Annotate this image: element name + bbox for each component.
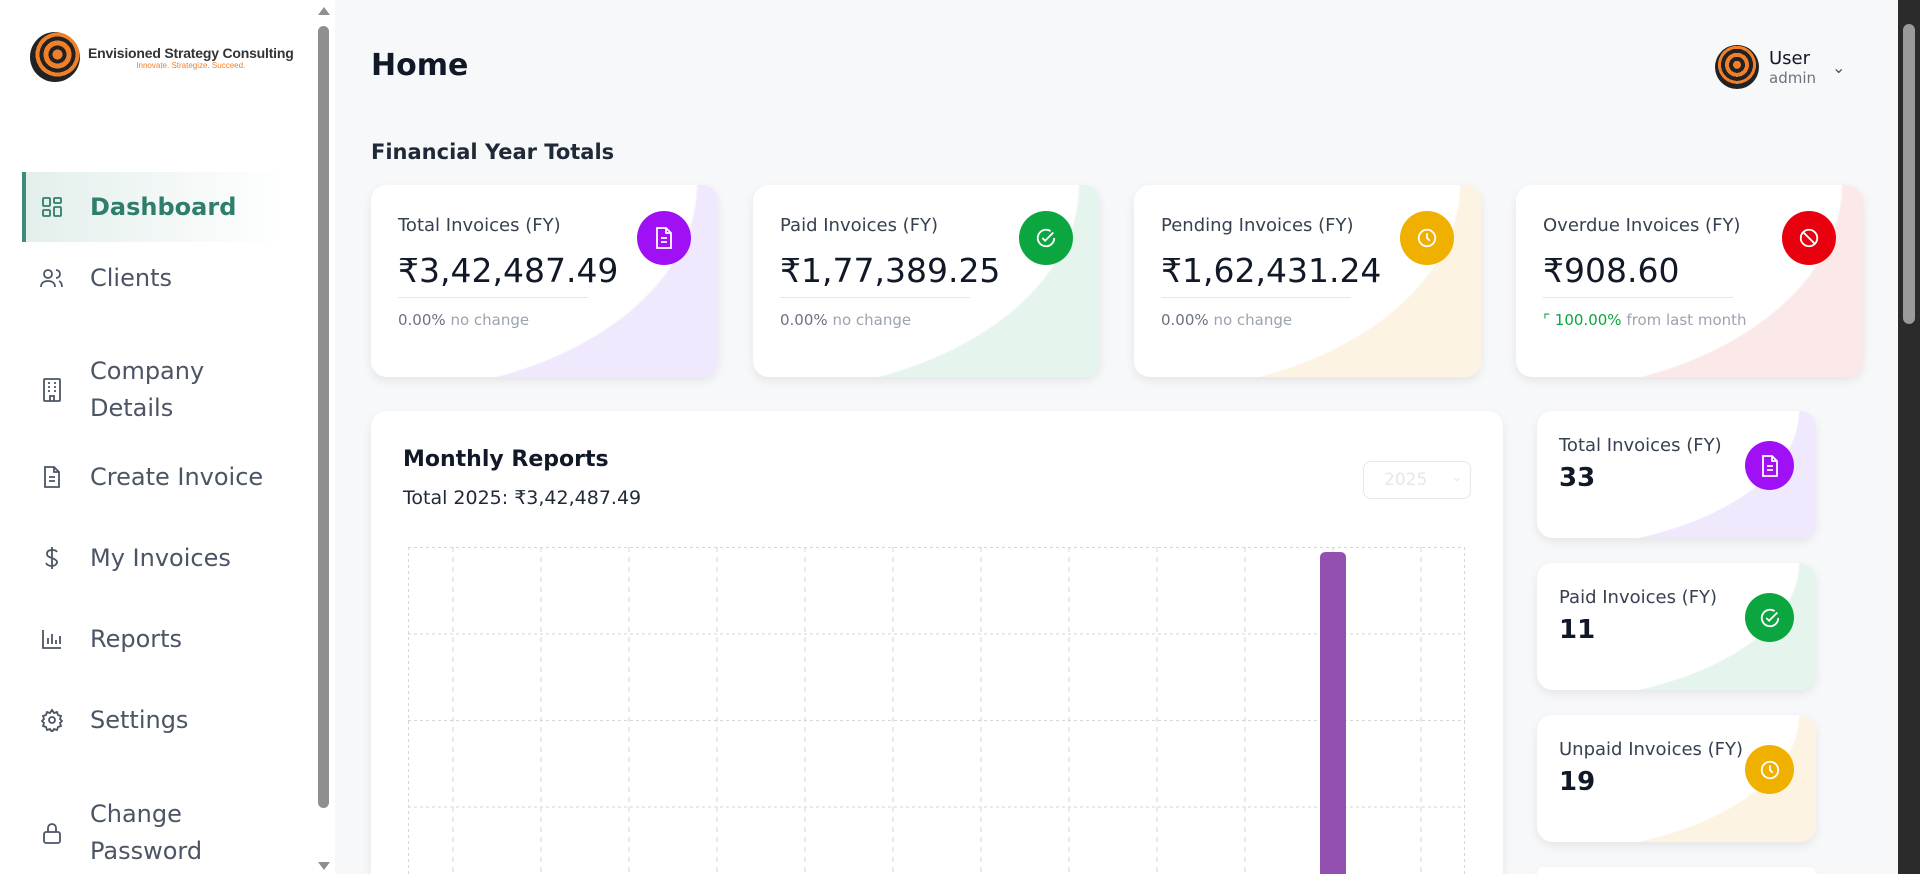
card-change: 0.00% no change xyxy=(398,311,529,329)
sidebar-item-clients[interactable]: Clients xyxy=(22,253,284,303)
sidebar-item-label: Company Details xyxy=(90,357,205,422)
scrollbar-thumb[interactable] xyxy=(1903,24,1915,324)
bar-chart-icon xyxy=(38,625,66,653)
scroll-up-arrow-icon[interactable] xyxy=(318,7,330,15)
sidebar-item-label: My Invoices xyxy=(90,544,231,572)
user-menu[interactable]: User admin ⌄ xyxy=(1715,45,1845,89)
report-title: Monthly Reports xyxy=(403,447,609,472)
year-select-value: 2025 xyxy=(1384,470,1428,490)
scroll-down-arrow-icon[interactable] xyxy=(318,862,330,870)
document-icon xyxy=(38,463,66,491)
logo-mark-icon xyxy=(30,32,80,82)
fy-card[interactable]: Pending Invoices (FY) ₹1,62,431.24 0.00% n… xyxy=(1134,185,1481,377)
ban-icon xyxy=(1782,211,1836,265)
card-label: Overdue Invoices (FY) xyxy=(1543,215,1741,236)
sidebar-item-create-invoice[interactable]: Create Invoice xyxy=(22,452,284,502)
dashboard-grid-icon xyxy=(38,193,66,221)
card-label: Paid Invoices (FY) xyxy=(1559,587,1718,608)
bar-nov xyxy=(1320,552,1346,874)
lock-icon xyxy=(38,819,66,847)
stat-card xyxy=(1537,867,1816,874)
divider xyxy=(1543,297,1733,298)
chevron-down-icon[interactable]: ⌄ xyxy=(1832,57,1846,77)
card-value: 19 xyxy=(1559,767,1596,797)
sidebar-item-reports[interactable]: Reports xyxy=(22,614,284,664)
fy-card[interactable]: Total Invoices (FY) ₹3,42,487.49 0.00% no … xyxy=(371,185,718,377)
change-text: no change xyxy=(450,311,530,329)
change-percent: 0.00% xyxy=(780,311,828,329)
section-title: Financial Year Totals xyxy=(371,140,615,164)
user-role: admin xyxy=(1769,68,1816,87)
avatar xyxy=(1715,45,1759,89)
stat-card[interactable]: Total Invoices (FY) 33 xyxy=(1537,411,1816,538)
sidebar-item-label: Dashboard xyxy=(90,193,237,221)
brand-tagline: Innovate. Strategize. Succeed. xyxy=(136,60,246,70)
brand-name: Envisioned Strategy Consulting xyxy=(88,44,294,61)
sidebar-item-label: Reports xyxy=(90,625,183,653)
chevron-down-icon: ⌄ xyxy=(1451,470,1462,485)
card-change: ⌜ 100.00% from last month xyxy=(1543,311,1747,329)
card-value: ₹3,42,487.49 xyxy=(398,251,619,290)
clock-icon xyxy=(1400,211,1454,265)
divider xyxy=(398,297,588,298)
card-value: ₹908.60 xyxy=(1543,251,1680,290)
sidebar-item-change-password[interactable]: Change Password xyxy=(22,795,284,871)
sidebar-item-label: Settings xyxy=(90,706,189,734)
monthly-reports-card: Monthly Reports Total 2025: ₹3,42,487.49… xyxy=(371,411,1503,874)
sidebar-item-my-invoices[interactable]: My Invoices xyxy=(22,533,284,583)
main-content: Home User admin ⌄ Financial Year Totals … xyxy=(335,0,1898,874)
stat-card[interactable]: Paid Invoices (FY) 11 xyxy=(1537,563,1816,690)
sidebar-scrollbar[interactable] xyxy=(313,0,335,874)
check-circle-icon xyxy=(1019,211,1073,265)
page-title: Home xyxy=(371,48,469,83)
card-label: Total Invoices (FY) xyxy=(398,215,561,236)
divider xyxy=(1161,297,1351,298)
sidebar-item-label: Clients xyxy=(90,264,172,292)
company-logo[interactable]: Envisioned Strategy Consulting Innovate.… xyxy=(30,32,294,82)
monthly-bar-chart xyxy=(408,547,1465,874)
dollar-icon xyxy=(38,544,66,572)
card-label: Paid Invoices (FY) xyxy=(780,215,939,236)
fy-card[interactable]: Paid Invoices (FY) ₹1,77,389.25 0.00% no c… xyxy=(753,185,1100,377)
sidebar-item-settings[interactable]: Settings xyxy=(22,695,284,745)
card-label: Unpaid Invoices (FY) xyxy=(1559,739,1744,760)
document-icon xyxy=(1745,441,1794,490)
change-text: from last month xyxy=(1626,311,1747,329)
sidebar-item-dashboard[interactable]: Dashboard xyxy=(22,172,284,242)
check-circle-icon xyxy=(1745,593,1794,642)
sidebar-item-company-details[interactable]: Company Details xyxy=(22,352,284,428)
card-value: 33 xyxy=(1559,463,1596,493)
card-label: Pending Invoices (FY) xyxy=(1161,215,1354,236)
change-percent: ⌜ 100.00% xyxy=(1543,311,1622,329)
clock-icon xyxy=(1745,745,1794,794)
sidebar: Envisioned Strategy Consulting Innovate.… xyxy=(0,0,313,874)
card-label: Total Invoices (FY) xyxy=(1559,435,1722,456)
card-value: 11 xyxy=(1559,615,1596,645)
card-value: ₹1,77,389.25 xyxy=(780,251,1001,290)
change-text: no change xyxy=(1213,311,1293,329)
change-percent: 0.00% xyxy=(398,311,446,329)
sidebar-item-label: Create Invoice xyxy=(90,463,264,491)
page-scrollbar[interactable] xyxy=(1898,0,1920,874)
stat-card[interactable]: Unpaid Invoices (FY) 19 xyxy=(1537,715,1816,842)
change-text: no change xyxy=(832,311,912,329)
sidebar-item-label: Change Password xyxy=(90,800,203,865)
users-icon xyxy=(38,264,66,292)
divider xyxy=(780,297,970,298)
year-select[interactable]: 2025 ⌄ xyxy=(1363,461,1471,499)
fy-card[interactable]: Overdue Invoices (FY) ₹908.60 ⌜ 100.00% fr… xyxy=(1516,185,1863,377)
change-percent: 0.00% xyxy=(1161,311,1209,329)
document-icon xyxy=(637,211,691,265)
report-total: Total 2025: ₹3,42,487.49 xyxy=(403,487,642,509)
card-value: ₹1,62,431.24 xyxy=(1161,251,1382,290)
user-name: User xyxy=(1769,47,1811,69)
building-icon xyxy=(38,376,66,404)
card-change: 0.00% no change xyxy=(780,311,911,329)
scrollbar-thumb[interactable] xyxy=(318,26,329,808)
gear-icon xyxy=(38,706,66,734)
card-change: 0.00% no change xyxy=(1161,311,1292,329)
